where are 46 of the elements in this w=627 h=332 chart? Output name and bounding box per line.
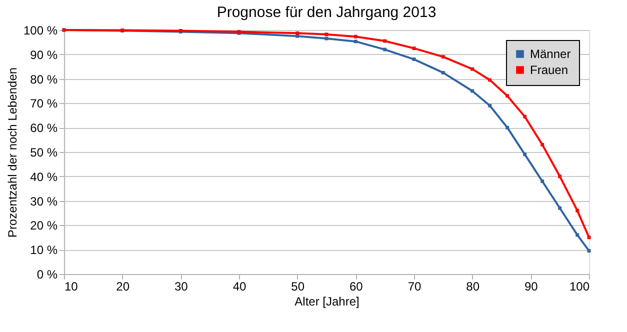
- y-tick-label: 10 %: [30, 243, 58, 258]
- y-tick-label: 90 %: [30, 48, 58, 62]
- x-tick-label: 10: [64, 280, 78, 294]
- x-tick-label: 40: [232, 280, 246, 294]
- x-tick-label: 50: [291, 280, 305, 294]
- point: [470, 67, 474, 71]
- point: [540, 142, 544, 146]
- point: [383, 48, 387, 52]
- y-tick-label: 50 %: [30, 146, 58, 160]
- y-tick-label: 80 %: [30, 72, 58, 86]
- x-tick-label: 70: [408, 280, 422, 294]
- y-tick-label: 60 %: [30, 121, 58, 136]
- point: [506, 126, 510, 130]
- x-tick-label: 60: [349, 280, 364, 294]
- legend-label: Frauen: [530, 63, 568, 77]
- point: [488, 78, 492, 82]
- y-tick-label: 30 %: [30, 194, 58, 208]
- y-tick-label: 100 %: [23, 24, 58, 38]
- y-tick-label: 0 %: [36, 268, 58, 282]
- point: [576, 233, 580, 237]
- chart-title: Prognose für den Jahrgang 2013: [216, 4, 436, 21]
- x-axis-title: Alter [Jahre]: [294, 294, 360, 308]
- y-tick-label: 70 %: [30, 96, 58, 111]
- point: [576, 208, 580, 212]
- x-tick-label: 90: [524, 280, 538, 294]
- x-tick-label: 30: [174, 280, 188, 294]
- point: [354, 34, 358, 38]
- x-tick-label: 100: [569, 280, 590, 294]
- point: [383, 39, 387, 43]
- point: [558, 174, 562, 178]
- point: [441, 70, 445, 74]
- x-tick-label: 20: [116, 280, 130, 294]
- x-tick-label: 80: [466, 280, 480, 294]
- point: [506, 94, 510, 98]
- y-tick-label: 40 %: [30, 170, 58, 184]
- y-tick-label: 20 %: [30, 218, 58, 233]
- point: [488, 104, 492, 108]
- y-axis-title: Prozentzahl der noch Lebenden: [5, 67, 20, 238]
- point: [354, 40, 358, 44]
- point: [523, 114, 527, 118]
- point: [296, 31, 300, 35]
- point: [441, 55, 445, 59]
- point: [558, 206, 562, 210]
- point: [523, 152, 527, 156]
- legend-label: Männer: [530, 47, 571, 61]
- point: [540, 180, 544, 184]
